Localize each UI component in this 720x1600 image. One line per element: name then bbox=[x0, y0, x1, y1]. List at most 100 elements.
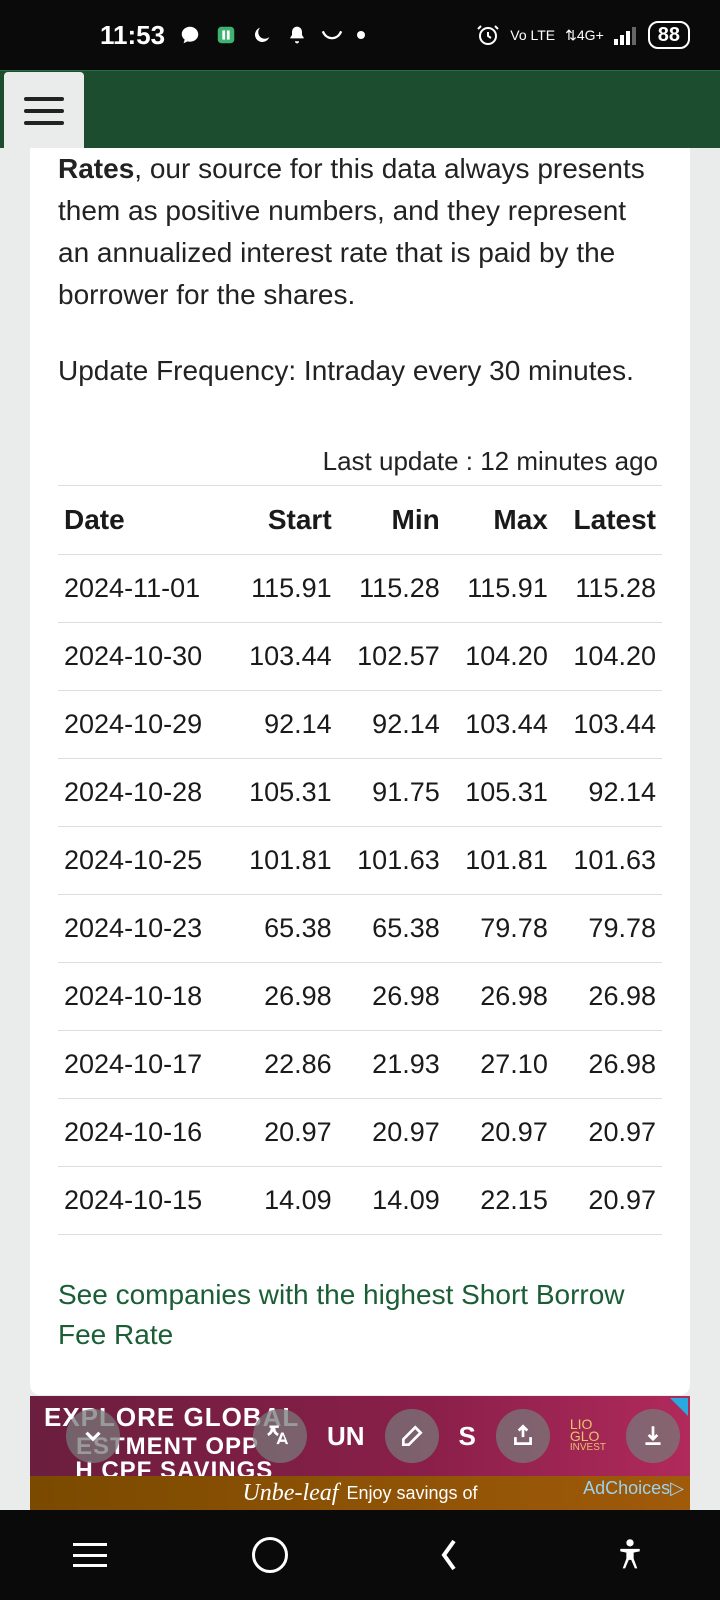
table-cell: 79.78 bbox=[446, 895, 554, 963]
description-paragraph: Rates, our source for this data always p… bbox=[58, 148, 662, 316]
table-cell: 2024-10-25 bbox=[58, 827, 230, 895]
table-cell: 20.97 bbox=[554, 1099, 662, 1167]
table-cell: 104.20 bbox=[554, 623, 662, 691]
status-right: Vo LTE ⇅4G+ 88 bbox=[476, 21, 690, 49]
col-min: Min bbox=[338, 486, 446, 555]
table-cell: 103.44 bbox=[230, 623, 338, 691]
nav-accessibility-button[interactable] bbox=[600, 1525, 660, 1585]
table-cell: 65.38 bbox=[338, 895, 446, 963]
table-cell: 2024-10-23 bbox=[58, 895, 230, 963]
table-cell: 92.14 bbox=[230, 691, 338, 759]
accessibility-icon bbox=[615, 1538, 645, 1572]
ad-banner-1[interactable]: EXPLORE GLOBAL INESTMENT OPP WIH CPF SAV… bbox=[30, 1396, 690, 1476]
table-row: 2024-10-2365.3865.3879.7879.78 bbox=[58, 895, 662, 963]
table-row: 2024-10-1514.0914.0922.1520.97 bbox=[58, 1167, 662, 1235]
rates-rest: , our source for this data always presen… bbox=[58, 153, 645, 310]
translate-button[interactable] bbox=[253, 1409, 307, 1463]
table-cell: 21.93 bbox=[338, 1031, 446, 1099]
table-cell: 115.28 bbox=[338, 555, 446, 623]
nav-home-button[interactable] bbox=[240, 1525, 300, 1585]
table-cell: 26.98 bbox=[446, 963, 554, 1031]
col-latest: Latest bbox=[554, 486, 662, 555]
moon-icon bbox=[251, 24, 273, 46]
net-4g-label: ⇅4G+ bbox=[565, 29, 604, 41]
table-cell: 101.81 bbox=[230, 827, 338, 895]
table-cell: 101.63 bbox=[338, 827, 446, 895]
battery-indicator: 88 bbox=[648, 21, 690, 49]
table-cell: 101.63 bbox=[554, 827, 662, 895]
system-nav-bar bbox=[0, 1510, 720, 1600]
table-cell: 20.97 bbox=[554, 1167, 662, 1235]
table-cell: 2024-10-30 bbox=[58, 623, 230, 691]
table-cell: 102.57 bbox=[338, 623, 446, 691]
table-row: 2024-10-30103.44102.57104.20104.20 bbox=[58, 623, 662, 691]
table-cell: 2024-11-01 bbox=[58, 555, 230, 623]
alarm-icon bbox=[476, 23, 500, 47]
adchoices-label[interactable]: AdChoices▷ bbox=[583, 1478, 684, 1499]
chevron-down-button[interactable] bbox=[66, 1409, 120, 1463]
table-header-row: Date Start Min Max Latest bbox=[58, 486, 662, 555]
table-cell: 104.20 bbox=[446, 623, 554, 691]
table-row: 2024-11-01115.91115.28115.91115.28 bbox=[58, 555, 662, 623]
table-cell: 2024-10-29 bbox=[58, 691, 230, 759]
table-cell: 26.98 bbox=[554, 1031, 662, 1099]
table-cell: 101.81 bbox=[446, 827, 554, 895]
table-cell: 105.31 bbox=[446, 759, 554, 827]
download-button[interactable] bbox=[626, 1409, 680, 1463]
dot-icon bbox=[357, 31, 365, 39]
back-icon bbox=[437, 1535, 463, 1575]
recent-icon bbox=[73, 1543, 107, 1567]
table-cell: 27.10 bbox=[446, 1031, 554, 1099]
table-cell: 2024-10-16 bbox=[58, 1099, 230, 1167]
content-area[interactable]: Rates, our source for this data always p… bbox=[0, 148, 720, 1510]
col-start: Start bbox=[230, 486, 338, 555]
table-cell: 20.97 bbox=[230, 1099, 338, 1167]
app-indicator-icon bbox=[215, 24, 237, 46]
table-row: 2024-10-1620.9720.9720.9720.97 bbox=[58, 1099, 662, 1167]
ad2-script: Unbe-leaf bbox=[242, 1480, 338, 1507]
last-update-label: Last update : 12 minutes ago bbox=[58, 438, 662, 485]
nav-recent-button[interactable] bbox=[60, 1525, 120, 1585]
ad-text-un: UN bbox=[327, 1421, 365, 1452]
table-cell: 2024-10-15 bbox=[58, 1167, 230, 1235]
table-row: 2024-10-2992.1492.14103.44103.44 bbox=[58, 691, 662, 759]
rates-lead: Rates bbox=[58, 153, 134, 184]
toolbar-overlay: UN S LIO GLO INVEST bbox=[253, 1409, 680, 1463]
edit-button[interactable] bbox=[385, 1409, 439, 1463]
menu-button[interactable] bbox=[4, 72, 84, 150]
table-cell: 115.28 bbox=[554, 555, 662, 623]
table-cell: 103.44 bbox=[446, 691, 554, 759]
table-cell: 14.09 bbox=[230, 1167, 338, 1235]
ad-area: EXPLORE GLOBAL INESTMENT OPP WIH CPF SAV… bbox=[30, 1396, 690, 1510]
status-bar: 11:53 Vo LTE ⇅4G+ bbox=[0, 0, 720, 70]
highest-rate-link[interactable]: See companies with the highest Short Bor… bbox=[58, 1275, 662, 1355]
table-row: 2024-10-25101.81101.63101.81101.63 bbox=[58, 827, 662, 895]
table-cell: 92.14 bbox=[554, 759, 662, 827]
ad2-text: Enjoy savings of bbox=[346, 1483, 477, 1504]
table-row: 2024-10-1826.9826.9826.9826.98 bbox=[58, 963, 662, 1031]
table-cell: 2024-10-28 bbox=[58, 759, 230, 827]
status-time: 11:53 bbox=[100, 20, 165, 51]
table-cell: 22.86 bbox=[230, 1031, 338, 1099]
volte-label: Vo LTE bbox=[510, 29, 555, 41]
nav-back-button[interactable] bbox=[420, 1525, 480, 1585]
table-cell: 115.91 bbox=[230, 555, 338, 623]
table-row: 2024-10-28105.3191.75105.3192.14 bbox=[58, 759, 662, 827]
table-cell: 20.97 bbox=[338, 1099, 446, 1167]
table-cell: 26.98 bbox=[554, 963, 662, 1031]
chat-icon bbox=[179, 24, 201, 46]
table-cell: 105.31 bbox=[230, 759, 338, 827]
ad-banner-2[interactable]: Unbe-leaf Enjoy savings of AdChoices▷ bbox=[30, 1476, 690, 1510]
table-cell: 2024-10-18 bbox=[58, 963, 230, 1031]
table-cell: 2024-10-17 bbox=[58, 1031, 230, 1099]
status-left: 11:53 bbox=[100, 20, 365, 51]
table-cell: 92.14 bbox=[338, 691, 446, 759]
rates-table: Date Start Min Max Latest 2024-11-01115.… bbox=[58, 485, 662, 1235]
screen: 11:53 Vo LTE ⇅4G+ bbox=[0, 0, 720, 1600]
table-cell: 20.97 bbox=[446, 1099, 554, 1167]
ad-text-s: S bbox=[459, 1421, 476, 1452]
share-button[interactable] bbox=[496, 1409, 550, 1463]
table-cell: 14.09 bbox=[338, 1167, 446, 1235]
table-cell: 26.98 bbox=[338, 963, 446, 1031]
app-header bbox=[0, 70, 720, 148]
